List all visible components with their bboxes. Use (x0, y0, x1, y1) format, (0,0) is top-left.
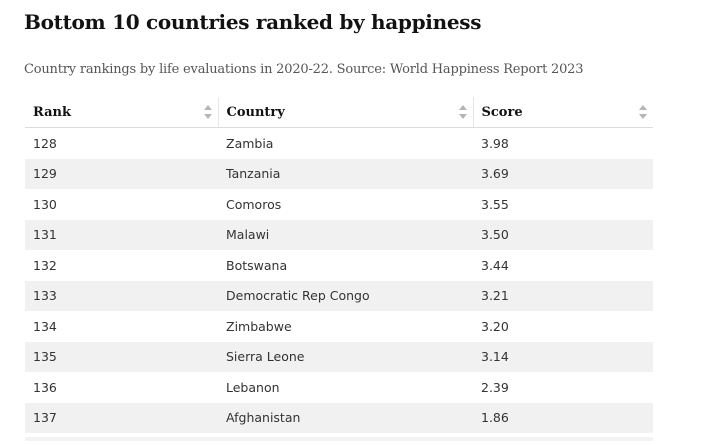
score-cell: 3.20 (481, 318, 509, 334)
score-cell: 3.50 (473, 219, 653, 250)
rank-cell: 129 (25, 158, 218, 189)
rank-cell: 131 (25, 219, 218, 250)
score-cell: 3.44 (481, 257, 509, 273)
table-row: 136 Lebanon 2.39 (25, 372, 653, 403)
table-row: 129 Tanzania 3.69 (25, 158, 653, 189)
table-row: 128 Zambia 3.98 (25, 128, 653, 159)
country-cell: Tanzania (218, 158, 473, 189)
table-row: 132 Botswana 3.44 (25, 250, 653, 281)
score-cell: 3.21 (473, 280, 653, 311)
rank-cell: 134 (33, 318, 57, 334)
table-row: 134 Zimbabwe 3.20 (25, 311, 653, 342)
rank-cell: 136 (33, 379, 57, 395)
table-row: 137 Afghanistan 1.86 (25, 402, 653, 433)
table-row: 131 Malawi 3.50 (25, 219, 653, 250)
country-cell: Zimbabwe (226, 318, 292, 334)
rank-cell: 132 (33, 257, 57, 273)
column-header-rank[interactable]: Rank (25, 97, 218, 128)
score-cell: 3.69 (473, 158, 653, 189)
column-header-country[interactable]: Country (217, 97, 473, 128)
page-subtitle: Country rankings by life evaluations in … (24, 62, 584, 77)
score-cell: 3.55 (481, 196, 509, 212)
sort-icon[interactable] (203, 105, 212, 119)
table-row: 135 Sierra Leone 3.14 (25, 341, 653, 372)
country-cell: Sierra Leone (218, 341, 473, 372)
column-header-score[interactable]: Score (472, 97, 653, 128)
rank-cell: 130 (33, 196, 57, 212)
rank-cell: 137 (25, 402, 218, 433)
rank-cell: 128 (33, 135, 57, 151)
table-row: 133 Democratic Rep Congo 3.21 (25, 280, 653, 311)
table-row: 130 Comoros 3.55 (25, 189, 653, 220)
column-header-label: Rank (33, 104, 71, 120)
country-cell: Democratic Rep Congo (218, 280, 473, 311)
rank-cell: 135 (25, 341, 218, 372)
country-cell: Botswana (226, 257, 288, 273)
ranking-table-container: Rank Country Score 128 Zambia 3.98 129 Tanza… (25, 97, 653, 433)
rank-cell: 133 (25, 280, 218, 311)
country-cell: Malawi (218, 219, 473, 250)
header-row: Rank Country Score (25, 97, 653, 128)
table-body: 128 Zambia 3.98 129 Tanzania 3.69 130 Comoros 3.… (25, 128, 653, 433)
column-header-label: Country (226, 104, 285, 120)
score-cell: 3.98 (481, 135, 509, 151)
score-cell: 2.39 (481, 379, 509, 395)
score-cell: 3.14 (473, 341, 653, 372)
country-cell: Lebanon (226, 379, 280, 395)
country-cell: Zambia (226, 135, 274, 151)
table-bottom-rule (25, 437, 653, 441)
page-title: Bottom 10 countries ranked by happiness (24, 10, 482, 34)
table-header: Rank Country Score (25, 97, 653, 128)
country-cell: Comoros (226, 196, 282, 212)
column-header-label: Score (481, 104, 523, 120)
ranking-table: Rank Country Score 128 Zambia 3.98 129 Tanza… (25, 97, 653, 433)
sort-icon[interactable] (458, 105, 467, 119)
country-cell: Afghanistan (218, 402, 473, 433)
score-cell: 1.86 (473, 402, 653, 433)
sort-icon[interactable] (639, 105, 647, 119)
